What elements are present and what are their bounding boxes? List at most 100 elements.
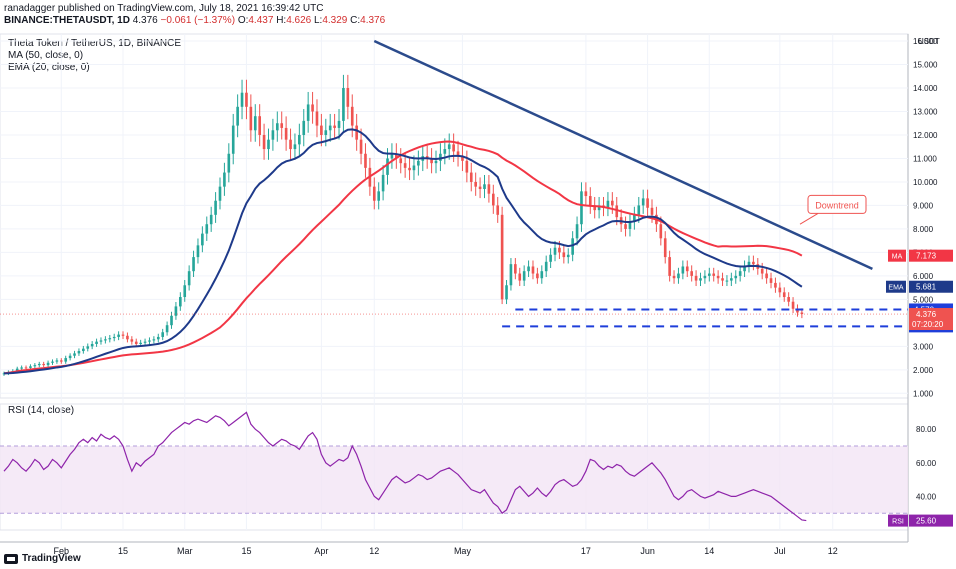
- candle-body: [289, 139, 292, 150]
- candle-body: [311, 104, 314, 112]
- candle-body: [659, 224, 663, 239]
- candle-body: [443, 149, 447, 154]
- ma-price-label: 7.173: [916, 252, 937, 261]
- high-label: H:: [276, 15, 287, 26]
- time-tick-label: Jun: [640, 546, 655, 556]
- candle-body: [580, 191, 583, 225]
- candle-body: [566, 254, 570, 258]
- candle-body: [778, 287, 782, 293]
- candle-body: [536, 273, 539, 279]
- footer-brand: TradingView: [4, 553, 81, 564]
- candle-body: [558, 247, 561, 253]
- time-tick-label: Apr: [314, 546, 328, 556]
- candle-body: [447, 144, 451, 150]
- candle-body: [730, 278, 733, 281]
- candle-body: [328, 125, 332, 131]
- candle-body: [170, 315, 173, 326]
- price-tick-label: 16.000: [913, 37, 938, 46]
- rsi-line: [3, 411, 807, 522]
- downtrend-label: Downtrend: [815, 200, 859, 210]
- candle-body: [156, 336, 160, 340]
- rsi-value-tag: [909, 514, 953, 527]
- candle-body: [346, 88, 350, 107]
- countdown-label: 07:20:20: [912, 320, 944, 329]
- rsi-tick-label: 80.00: [916, 425, 937, 434]
- open-label: O:: [237, 15, 249, 26]
- candle-body: [15, 368, 19, 371]
- candle-body: [571, 238, 574, 255]
- candle-body: [253, 116, 257, 131]
- candle-body: [707, 273, 711, 276]
- candle-body: [68, 355, 72, 359]
- time-tick-label: 17: [581, 546, 591, 556]
- candle-body: [434, 160, 438, 164]
- candle-body: [165, 325, 169, 333]
- close-value: 4.376: [360, 15, 386, 26]
- candle-body: [606, 200, 610, 208]
- candle-body: [491, 193, 495, 206]
- candle-body: [562, 252, 566, 258]
- candle-body: [514, 264, 517, 274]
- candle-body: [588, 196, 592, 206]
- candle-body: [130, 339, 134, 342]
- ema-price-tag: [909, 280, 953, 293]
- time-tick-label: 12: [369, 546, 379, 556]
- candle-body: [302, 120, 306, 135]
- change-label: −0.061 (−1.37%): [160, 15, 236, 26]
- candle-body: [201, 233, 204, 246]
- candle-body: [381, 174, 385, 192]
- candle-body: [412, 165, 416, 171]
- candle-body: [46, 362, 50, 366]
- candle-body: [430, 158, 433, 164]
- candle-body: [372, 186, 376, 201]
- candle-body: [24, 367, 28, 369]
- candle-body: [51, 361, 54, 363]
- candle-body: [342, 88, 345, 121]
- candle-body: [117, 334, 120, 337]
- candle-body: [174, 306, 178, 316]
- candle-body: [703, 275, 707, 279]
- candle-body: [324, 130, 328, 135]
- candle-body: [403, 163, 407, 168]
- tradingview-logo-icon: [4, 553, 18, 564]
- last-price-tag: [909, 308, 953, 331]
- candle-body: [611, 200, 614, 206]
- ema-tag: [886, 280, 906, 293]
- candle-body: [505, 285, 508, 300]
- candle-body: [231, 125, 235, 154]
- candle-body: [355, 125, 358, 140]
- candle-body: [496, 205, 500, 215]
- candle-body: [209, 214, 213, 225]
- high-value: 4.626: [286, 15, 312, 26]
- chart-title: Theta Token / TetherUS, 1D, BINANCE: [8, 38, 182, 49]
- last-price-label: 4.376: [132, 15, 158, 26]
- candle-body: [399, 158, 403, 164]
- symbol-ohlc-line: BINANCE:THETAUSDT, 1D 4.376 −0.061 (−1.3…: [4, 15, 385, 27]
- candle-body: [800, 312, 804, 315]
- candle-body: [461, 156, 464, 161]
- candle-body: [236, 106, 239, 126]
- price-tick-label: 6.000: [913, 272, 934, 281]
- candle-body: [395, 153, 398, 159]
- candle-body: [240, 92, 244, 107]
- candle-body: [469, 172, 473, 182]
- candle-body: [205, 224, 209, 234]
- candle-body: [540, 271, 544, 279]
- last-price-label: 4.376: [916, 310, 937, 319]
- candle-body: [694, 275, 698, 281]
- rsi-legend: RSI (14, close): [8, 405, 75, 416]
- candle-body: [95, 341, 98, 344]
- price-tick-label: 5.000: [913, 295, 934, 304]
- ma-tag: [888, 249, 906, 262]
- candle-body: [699, 278, 702, 281]
- candle-body: [417, 160, 420, 166]
- candle-body: [386, 158, 389, 175]
- candle-body: [452, 144, 455, 152]
- candle-body: [677, 273, 680, 279]
- candle-body: [518, 273, 522, 281]
- price-tick-label: 3.000: [913, 342, 934, 351]
- downtrend-pointer: [799, 213, 819, 225]
- candle-body: [456, 151, 460, 157]
- price-tick-label: 13.000: [913, 107, 938, 116]
